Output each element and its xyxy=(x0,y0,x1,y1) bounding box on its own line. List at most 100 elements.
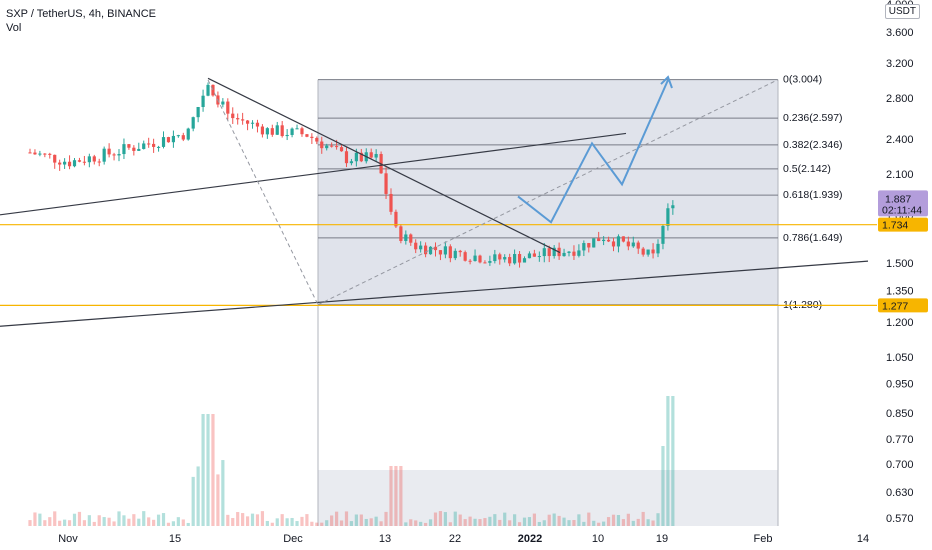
volume-bar xyxy=(206,414,210,526)
level-high-tag: 1.734 xyxy=(882,220,908,232)
volume-bar xyxy=(320,522,324,526)
level-low-tag-bg xyxy=(878,298,928,313)
volume-bar xyxy=(562,517,566,526)
volume-bar xyxy=(527,517,532,526)
candle-body xyxy=(132,147,136,151)
volume-bar xyxy=(597,522,601,526)
candle-body xyxy=(636,242,640,249)
candle-body xyxy=(112,154,116,156)
volume-bar xyxy=(191,476,195,526)
time-axis-tick-label: 10 xyxy=(592,533,604,545)
candle-body xyxy=(236,118,240,120)
candle-body xyxy=(389,193,393,212)
volume-bar xyxy=(241,513,245,526)
volume-bar xyxy=(122,515,126,526)
candle-body xyxy=(82,161,86,163)
candle-body xyxy=(606,239,611,242)
volume-bar xyxy=(231,518,235,526)
volume-bar xyxy=(171,521,176,526)
volume-bar xyxy=(265,520,269,526)
level-low-tag: 1.277 xyxy=(882,300,908,312)
candle-body xyxy=(493,254,497,262)
candle-body xyxy=(38,153,42,155)
volume-bar xyxy=(409,519,413,526)
candle-body xyxy=(433,246,438,251)
volume-bar xyxy=(48,517,52,526)
volume-indicator-label[interactable]: Vol xyxy=(6,22,22,34)
candle-body xyxy=(577,250,581,256)
candle-body xyxy=(443,246,447,255)
symbol-title[interactable]: SXP / TetherUS, 4h, BINANCE xyxy=(6,8,156,20)
volume-bar xyxy=(666,396,670,526)
candle-body xyxy=(206,84,210,96)
volume-bar xyxy=(404,522,408,526)
volume-bar xyxy=(453,511,457,526)
volume-bar xyxy=(270,522,274,526)
candle-body xyxy=(547,248,551,257)
candle-body xyxy=(315,137,319,142)
candle-body xyxy=(63,161,67,165)
candle-body xyxy=(147,143,151,145)
candle-body xyxy=(508,257,512,264)
volume-bar xyxy=(260,511,265,526)
volume-bar xyxy=(211,414,215,526)
volume-bar xyxy=(152,519,156,526)
volume-bar xyxy=(295,521,299,526)
candle-body xyxy=(280,125,284,137)
candle-body xyxy=(265,128,269,135)
candle-body xyxy=(458,250,462,253)
time-axis-tick-label: 15 xyxy=(169,533,181,545)
volume-bar xyxy=(285,518,289,526)
volume-bar xyxy=(33,512,37,526)
volume-bar xyxy=(63,519,67,526)
volume-bar xyxy=(28,520,32,526)
candle-body xyxy=(483,262,487,264)
volume-bar xyxy=(508,520,512,526)
volume-bar xyxy=(602,521,606,526)
volume-bar xyxy=(414,520,418,526)
candle-body xyxy=(453,250,457,259)
candle-body xyxy=(661,225,665,244)
candle-body xyxy=(241,119,245,121)
volume-bar xyxy=(428,519,433,526)
candle-body xyxy=(409,234,413,243)
candle-body xyxy=(394,211,398,227)
time-axis-tick-label: 2022 xyxy=(518,533,542,545)
time-axis-tick-label: 22 xyxy=(449,533,461,545)
candle-body xyxy=(651,249,655,254)
volume-bar xyxy=(290,517,294,526)
volume-bar xyxy=(112,521,116,526)
candle-body xyxy=(344,151,349,164)
candle-body xyxy=(270,128,274,135)
candle-body xyxy=(43,153,47,155)
volume-bar xyxy=(132,514,136,526)
volume-bar xyxy=(577,514,581,526)
volume-bar xyxy=(587,512,591,526)
volume-bar xyxy=(424,522,428,526)
volume-bar xyxy=(58,520,62,526)
time-axis-tick-label: 14 xyxy=(857,533,869,545)
volume-bar xyxy=(107,517,111,526)
candle-body xyxy=(428,246,433,255)
candle-body xyxy=(503,257,507,260)
fib-anchor-dashed-line xyxy=(207,79,319,305)
candle-body xyxy=(517,254,522,263)
candle-body xyxy=(587,243,591,248)
candle-body xyxy=(186,128,190,140)
candle-body xyxy=(473,255,477,262)
candle-body xyxy=(671,205,675,209)
volume-bar xyxy=(517,522,522,526)
volume-bar xyxy=(641,511,645,526)
fib-level-label: 0.786(1.649) xyxy=(783,232,843,244)
candle-body xyxy=(404,234,408,241)
candle-body xyxy=(53,154,57,163)
currency-button[interactable]: USDT xyxy=(884,4,920,19)
volume-bar xyxy=(611,514,616,526)
fib-level-label: 0.236(2.597) xyxy=(783,112,843,124)
volume-bar xyxy=(547,514,551,526)
candle-body xyxy=(611,241,616,247)
volume-bar xyxy=(161,513,166,526)
candle-body xyxy=(542,248,546,257)
